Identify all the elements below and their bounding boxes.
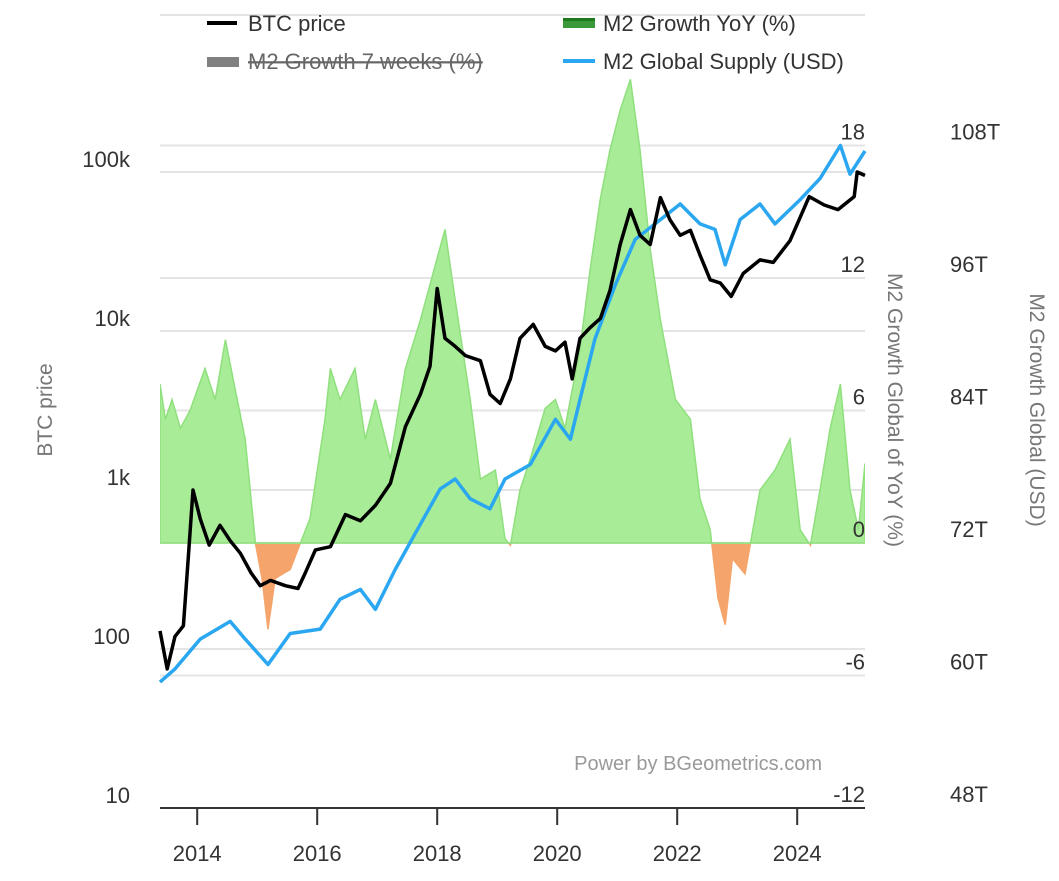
y-mid-tick-label: 6 bbox=[853, 385, 865, 410]
legend-item-m2-yoy[interactable]: M2 Growth YoY (%) bbox=[563, 11, 796, 36]
x-tick-label: 2020 bbox=[533, 841, 582, 866]
m2-supply-line bbox=[158, 143, 867, 684]
y-right-tick-label: 60T bbox=[950, 650, 988, 675]
y-right-tick-label: 72T bbox=[950, 517, 988, 542]
y-left-tick-label: 10 bbox=[106, 783, 130, 808]
x-tick-label: 2024 bbox=[773, 841, 822, 866]
y-right-axis-label: M2 Growth Global (USD) bbox=[1025, 293, 1048, 526]
y-right-tick-label: 48T bbox=[950, 782, 988, 807]
legend-swatch-m2-7weeks bbox=[207, 57, 239, 67]
axes: 2014 2016 2018 2020 2022 2024 10 100 1k 10k 100k -1… bbox=[82, 120, 1000, 867]
y-left-tick-label: 100k bbox=[82, 147, 131, 172]
x-tick-label: 2014 bbox=[173, 841, 222, 866]
series-lines bbox=[158, 143, 867, 684]
y-mid-tick-label: -12 bbox=[833, 782, 865, 807]
y-left-tick-label: 1k bbox=[107, 465, 131, 490]
watermark: Power by BGeometrics.com bbox=[574, 753, 822, 775]
y-left-tick-label: 10k bbox=[95, 306, 131, 331]
m2-yoy-area-group bbox=[160, 79, 865, 630]
y-mid-tick-label: 18 bbox=[841, 120, 865, 145]
legend[interactable]: BTC price M2 Growth YoY (%) M2 Growth 7 … bbox=[207, 11, 844, 74]
y-left-axis-label: BTC price bbox=[34, 363, 57, 456]
x-tick-label: 2018 bbox=[413, 841, 462, 866]
legend-item-btc-price[interactable]: BTC price bbox=[207, 11, 346, 36]
legend-swatch-m2-yoy bbox=[563, 18, 595, 28]
y-mid-tick-label: 0 bbox=[853, 517, 865, 542]
y-mid-tick-label: 12 bbox=[841, 252, 865, 277]
m2-yoy-area-negative bbox=[254, 544, 812, 630]
m2-yoy-area-positive bbox=[160, 79, 865, 544]
legend-swatch-m2-yoy-top bbox=[563, 18, 595, 21]
y-left-tick-label: 100 bbox=[93, 624, 130, 649]
y-right-tick-label: 108T bbox=[950, 120, 1000, 145]
legend-label-m2-7weeks: M2 Growth 7 weeks (%) bbox=[248, 49, 483, 74]
legend-item-m2-supply[interactable]: M2 Global Supply (USD) bbox=[563, 49, 844, 74]
btc-price-line bbox=[158, 170, 866, 671]
legend-label-btc: BTC price bbox=[248, 11, 346, 36]
legend-label-m2-yoy: M2 Growth YoY (%) bbox=[603, 11, 796, 36]
legend-label-m2-supply: M2 Global Supply (USD) bbox=[603, 49, 844, 74]
y-right-tick-label: 84T bbox=[950, 385, 988, 410]
legend-item-m2-7weeks[interactable]: M2 Growth 7 weeks (%) bbox=[207, 49, 483, 74]
y-mid-axis-label: M2 Growth Global of YoY (%) bbox=[883, 273, 906, 547]
x-tick-label: 2016 bbox=[293, 841, 342, 866]
y-right-tick-label: 96T bbox=[950, 252, 988, 277]
y-mid-tick-label: -6 bbox=[845, 650, 865, 675]
x-tick-label: 2022 bbox=[653, 841, 702, 866]
